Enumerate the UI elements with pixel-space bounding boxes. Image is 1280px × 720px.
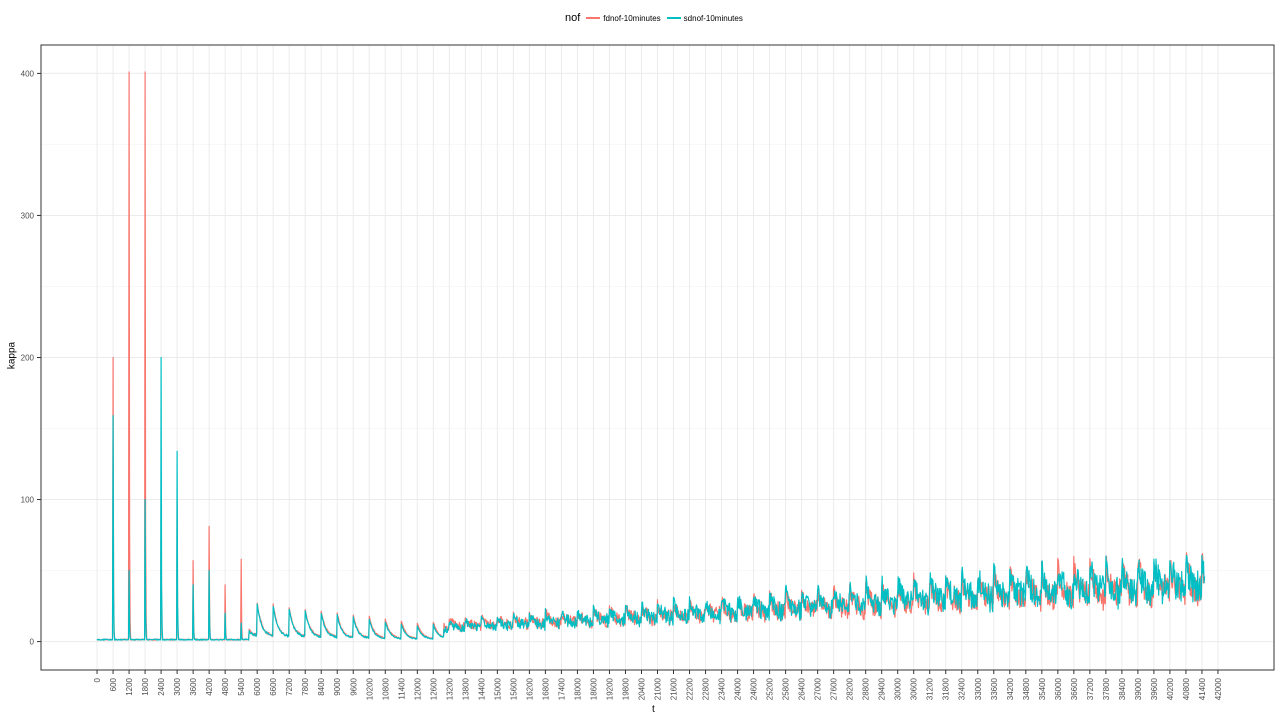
x-tick-label: 23400 xyxy=(718,677,727,700)
x-tick-label: 15000 xyxy=(493,677,502,700)
series-layer xyxy=(96,71,1206,641)
y-axis: 0 100 200 300 400 xyxy=(21,69,41,647)
x-tick-label: 32400 xyxy=(958,677,967,700)
x-tick-label: 13200 xyxy=(445,677,454,700)
x-tick-label: 3600 xyxy=(189,677,198,695)
y-tick-label: 0 xyxy=(30,638,35,647)
x-tick-label: 22200 xyxy=(686,677,695,700)
x-tick-label: 38400 xyxy=(1118,677,1127,700)
x-tick-label: 5400 xyxy=(237,677,246,695)
x-tick-label: 7200 xyxy=(285,677,294,695)
x-tick-label: 18600 xyxy=(589,677,598,700)
x-tick-label: 10800 xyxy=(381,677,390,700)
x-tick-label: 34200 xyxy=(1006,677,1015,700)
x-tick-label: 21000 xyxy=(654,677,663,700)
x-tick-label: 9600 xyxy=(349,677,358,695)
x-tick-label: 7800 xyxy=(301,677,310,695)
x-tick-label: 1800 xyxy=(141,677,150,695)
x-tick-label: 0 xyxy=(93,677,102,682)
x-tick-label: 29400 xyxy=(878,677,887,700)
x-tick-label: 36600 xyxy=(1070,677,1079,700)
x-tick-label: 39000 xyxy=(1134,677,1143,700)
x-tick-label: 24000 xyxy=(734,677,743,700)
x-tick-label: 11400 xyxy=(397,677,406,699)
x-tick-label: 12600 xyxy=(429,677,438,700)
x-tick-label: 34800 xyxy=(1022,677,1031,700)
x-tick-label: 27600 xyxy=(830,677,839,700)
series-line-sdnof xyxy=(96,356,1206,641)
y-axis-title: kappa xyxy=(6,341,18,370)
x-tick-label: 37200 xyxy=(1086,677,1095,700)
legend-key-fdnof xyxy=(586,17,601,19)
x-tick-label: 600 xyxy=(109,677,118,691)
x-tick-label: 13800 xyxy=(461,677,470,700)
x-tick-label: 25200 xyxy=(766,677,775,700)
x-tick-label: 19200 xyxy=(605,677,614,700)
x-tick-label: 10200 xyxy=(365,677,374,700)
x-tick-label: 4200 xyxy=(205,677,214,695)
x-tick-label: 14400 xyxy=(477,677,486,700)
x-tick-label: 21600 xyxy=(670,677,679,700)
y-tick-label: 400 xyxy=(21,69,35,78)
legend-key-sdnof xyxy=(666,17,681,19)
x-tick-label: 30000 xyxy=(894,677,903,700)
y-tick-label: 300 xyxy=(21,211,35,220)
x-tick-label: 41400 xyxy=(1198,677,1207,700)
x-tick-label: 30600 xyxy=(910,677,919,700)
x-tick-label: 37800 xyxy=(1102,677,1111,700)
legend: nof fdnof-10minutes sdnof-10minutes xyxy=(565,12,749,24)
legend-item-fdnof: fdnof-10minutes xyxy=(586,13,661,23)
x-tick-label: 35400 xyxy=(1038,677,1047,700)
x-tick-label: 15600 xyxy=(509,677,518,700)
x-tick-label: 1200 xyxy=(125,677,134,695)
x-axis: 0 600 1200 1800 2400 3000 3600 4200 4800 5400 6000… xyxy=(93,670,1223,700)
x-tick-label: 16200 xyxy=(525,677,534,700)
x-tick-label: 33000 xyxy=(974,677,983,700)
legend-label-sdnof: sdnof-10minutes xyxy=(683,13,743,23)
x-tick-label: 22800 xyxy=(702,677,711,700)
x-tick-label: 33600 xyxy=(990,677,999,700)
x-tick-label: 31200 xyxy=(926,677,935,700)
x-tick-label: 40200 xyxy=(1166,677,1175,700)
x-tick-label: 40800 xyxy=(1182,677,1191,700)
x-tick-label: 31800 xyxy=(942,677,951,700)
x-tick-label: 19800 xyxy=(621,677,630,700)
x-tick-label: 8400 xyxy=(317,677,326,695)
x-tick-label: 27000 xyxy=(814,677,823,700)
legend-title: nof xyxy=(565,12,581,24)
x-tick-label: 20400 xyxy=(637,677,646,700)
y-tick-label: 200 xyxy=(21,354,35,363)
x-tick-label: 25800 xyxy=(782,677,791,700)
x-tick-label: 9000 xyxy=(333,677,342,695)
x-tick-label: 12000 xyxy=(413,677,422,700)
x-tick-label: 18000 xyxy=(573,677,582,700)
x-tick-label: 17400 xyxy=(557,677,566,700)
legend-item-sdnof: sdnof-10minutes xyxy=(666,13,743,23)
x-tick-label: 28200 xyxy=(846,677,855,700)
x-axis-title: t xyxy=(652,704,655,715)
x-tick-label: 28800 xyxy=(862,677,871,700)
y-tick-label: 100 xyxy=(21,496,35,505)
x-tick-label: 26400 xyxy=(798,677,807,700)
x-tick-label: 36000 xyxy=(1054,677,1063,700)
x-tick-label: 3000 xyxy=(173,677,182,695)
x-tick-label: 39600 xyxy=(1150,677,1159,700)
x-tick-label: 6000 xyxy=(253,677,262,695)
legend-label-fdnof: fdnof-10minutes xyxy=(603,13,661,23)
x-tick-label: 2400 xyxy=(157,677,166,695)
x-tick-label: 6600 xyxy=(269,677,278,695)
x-tick-label: 24600 xyxy=(750,677,759,700)
x-tick-label: 16800 xyxy=(541,677,550,700)
x-tick-label: 42000 xyxy=(1214,677,1223,700)
x-tick-label: 4800 xyxy=(221,677,230,695)
